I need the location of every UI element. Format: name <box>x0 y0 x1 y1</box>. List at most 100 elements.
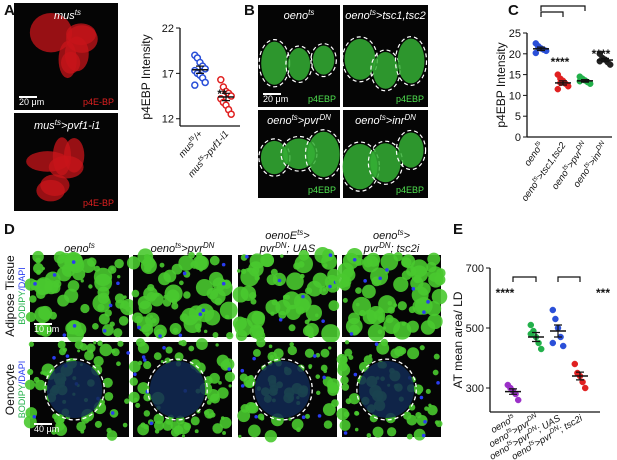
lipid-droplet <box>340 276 352 287</box>
lipid-droplet <box>245 379 254 388</box>
label-part: DN <box>379 241 391 250</box>
lipid-droplet <box>434 274 446 286</box>
cell <box>52 137 72 176</box>
lipid-droplet <box>126 256 141 270</box>
lipid-droplet <box>266 274 278 286</box>
y-axis-label: p4EBP Intensity <box>494 42 508 127</box>
label-part: oeno <box>571 166 592 190</box>
lipid-droplet <box>256 338 266 348</box>
lipid-droplet <box>268 344 273 349</box>
column-label: oenots>pvrDN <box>151 241 215 255</box>
nucleus <box>108 303 113 308</box>
lipid-droplet <box>336 353 348 365</box>
label-part: ts <box>89 241 95 250</box>
label-part: ts <box>507 412 516 421</box>
lipid-droplet <box>220 416 225 420</box>
nucleus <box>374 342 379 346</box>
label-part: ts <box>55 118 61 127</box>
label-part: ts <box>297 228 303 237</box>
lipid-droplet <box>76 421 87 432</box>
lipid-droplet <box>58 348 67 356</box>
lipid-droplet <box>102 377 113 388</box>
lipid-droplet <box>102 324 114 336</box>
cell <box>372 52 399 89</box>
lipid-droplet <box>304 287 313 295</box>
lipid-droplet <box>403 411 412 420</box>
nucleus <box>328 284 332 289</box>
nucleus <box>419 395 424 400</box>
lipid-droplet <box>215 343 219 347</box>
lipid-droplet <box>397 301 407 311</box>
nucleus <box>252 356 256 361</box>
lipid-droplet <box>72 267 86 281</box>
lipid-droplet <box>426 301 442 317</box>
lipid-droplet <box>358 361 370 373</box>
cell <box>283 138 315 170</box>
lipid-droplet <box>117 274 121 279</box>
lipid-droplet <box>348 354 354 361</box>
error-bar <box>537 46 545 52</box>
lipid-droplet <box>33 262 44 274</box>
data-point <box>581 384 589 392</box>
stain-legend: BODIPY/DAPI <box>17 267 27 325</box>
y-tick-label: 700 <box>466 263 484 275</box>
lipid-droplet <box>367 324 386 342</box>
stain-part: BODIPY <box>17 384 27 418</box>
lipid-droplet <box>387 427 397 437</box>
data-point <box>537 345 545 353</box>
lipid-droplet <box>277 281 283 286</box>
lipid-droplet <box>86 343 96 353</box>
lipid-droplet <box>143 286 158 302</box>
lipid-droplet <box>315 352 321 358</box>
lipid-droplet <box>393 321 412 340</box>
lipid-droplet <box>178 340 184 346</box>
lipid-droplet <box>122 422 128 428</box>
nucleus <box>421 433 426 438</box>
nucleus <box>182 271 187 276</box>
lipid-droplet <box>315 374 321 379</box>
cell-outline <box>310 43 337 78</box>
error-bar <box>559 80 567 86</box>
lipid-droplet <box>106 430 118 441</box>
lipid-droplet <box>432 369 439 376</box>
stain-part: BODIPY <box>17 291 27 325</box>
lipid-droplet <box>407 347 420 360</box>
data-point <box>571 360 579 368</box>
oenocyte <box>254 361 311 418</box>
lipid-droplet <box>415 412 422 419</box>
lipid-droplet <box>170 428 180 437</box>
micrograph-content <box>23 340 130 441</box>
data-point <box>191 81 199 89</box>
lipid-droplet <box>304 413 310 419</box>
lipid-droplet <box>433 353 440 360</box>
lipid-droplet <box>165 416 174 425</box>
lipid-droplet <box>425 388 431 394</box>
lipid-droplet <box>128 360 141 373</box>
label-part: ts <box>531 175 540 184</box>
lipid-droplet <box>190 416 200 426</box>
nucleus <box>149 421 154 426</box>
lipid-droplet <box>204 376 213 385</box>
nucleus <box>221 281 226 286</box>
label-part: > <box>404 230 411 242</box>
y-tick-label: 25 <box>509 28 521 40</box>
lipid-droplet <box>249 292 257 300</box>
lipid-droplet <box>337 363 351 377</box>
lipid-droplet <box>174 352 184 362</box>
lipid-droplet <box>29 295 37 303</box>
lipid-droplet <box>27 368 34 376</box>
lipid-droplet <box>124 398 130 404</box>
lipid-droplet <box>99 343 113 357</box>
cell <box>398 132 424 168</box>
label-part: DN <box>319 113 331 122</box>
y-axis-label: AT mean area/ LD <box>451 291 465 388</box>
panel-letter: E <box>453 221 463 238</box>
lipid-droplet <box>97 292 110 304</box>
lipid-droplet <box>376 341 390 355</box>
nucleus <box>201 308 206 313</box>
label-part: ; UAS <box>286 243 315 255</box>
data-point <box>217 75 225 84</box>
label-part: >pvr <box>181 243 204 255</box>
lipid-droplet <box>253 312 257 316</box>
lipid-droplet <box>131 289 140 298</box>
